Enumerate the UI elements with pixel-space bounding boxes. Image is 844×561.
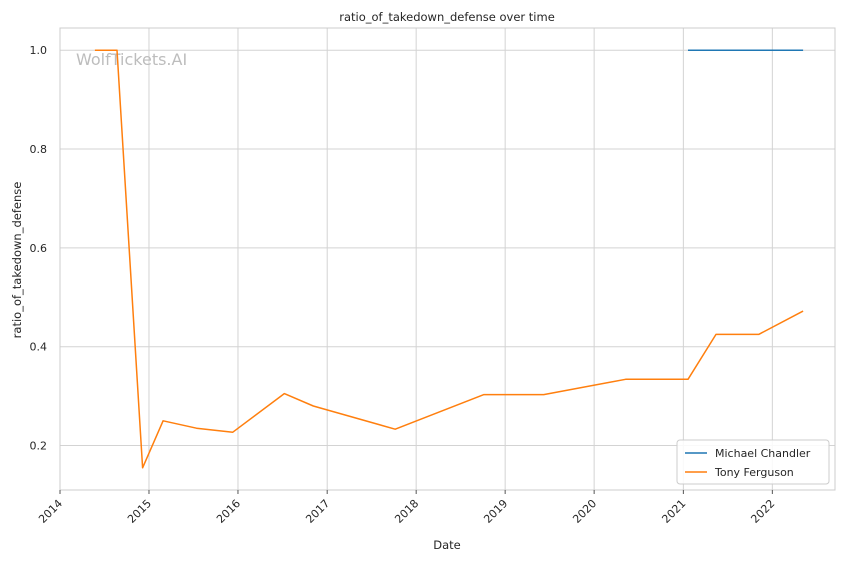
y-axis: 0.2 0.4 0.6 0.8 1.0 <box>30 44 48 452</box>
legend: Michael Chandler Tony Ferguson <box>676 439 830 485</box>
x-tick-label: 2017 <box>303 497 332 526</box>
x-tick-label: 2019 <box>481 497 510 526</box>
x-tick-label: 2018 <box>392 497 421 526</box>
watermark: WolfTickets.AI <box>76 50 187 69</box>
x-tick-label: 2016 <box>214 497 243 526</box>
y-tick-label: 0.4 <box>30 341 48 354</box>
chart-title: ratio_of_takedown_defense over time <box>339 10 555 24</box>
x-axis-label: Date <box>433 538 461 552</box>
x-tick-label: 2022 <box>748 497 777 526</box>
legend-box <box>676 439 830 485</box>
y-tick-label: 0.6 <box>30 242 48 255</box>
plot-area <box>59 27 836 491</box>
series-line-1 <box>94 49 804 469</box>
x-tick-label: 2014 <box>36 497 65 526</box>
legend-label: Tony Ferguson <box>714 466 794 479</box>
x-tick-label: 2021 <box>659 497 688 526</box>
y-tick-label: 0.8 <box>30 143 48 156</box>
x-tick-label: 2015 <box>125 497 154 526</box>
y-tick-label: 1.0 <box>30 44 48 57</box>
y-tick-label: 0.2 <box>30 440 48 453</box>
x-axis: 2014 2015 2016 2017 2018 2019 2020 2021 2022 <box>36 490 777 526</box>
x-tick-label: 2020 <box>570 497 599 526</box>
grid <box>59 28 835 490</box>
legend-label: Michael Chandler <box>715 447 811 460</box>
y-axis-label: ratio_of_takedown_defense <box>10 182 24 339</box>
series-lines <box>94 49 804 469</box>
